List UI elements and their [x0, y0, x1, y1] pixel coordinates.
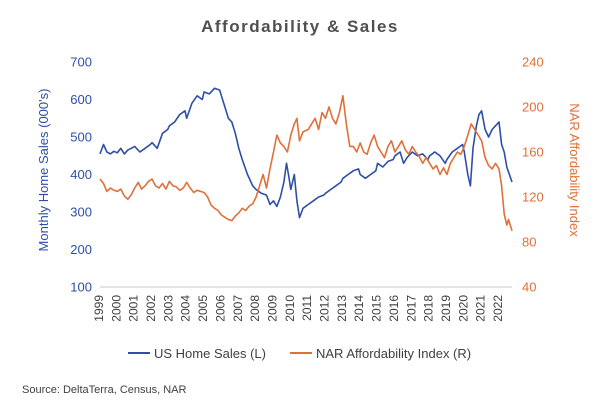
x-tick-label: 2010 [283, 295, 297, 322]
legend-label-nar-affordability: NAR Affordability Index (R) [316, 346, 471, 361]
right-axis-ticks: 40 80 120 160 200 240 [522, 55, 544, 295]
y-left-tick-label: 500 [70, 130, 92, 145]
y-left-tick-label: 400 [70, 167, 92, 182]
x-tick-label: 2014 [352, 295, 366, 322]
x-tick-label: 2004 [179, 295, 193, 322]
y-left-tick-label: 300 [70, 205, 92, 220]
x-tick-label: 2019 [439, 295, 453, 322]
x-tick-label: 2001 [127, 295, 141, 322]
chart-source: Source: DeltaTerra, Census, NAR [22, 384, 187, 396]
x-tick-label: 2009 [265, 295, 279, 322]
x-axis-ticks: 1999 2000 2001 2002 2003 2004 2005 2006 2007 2008… [92, 295, 505, 322]
x-tick-label: 2008 [248, 295, 262, 322]
chart-title: Affordability & Sales [201, 17, 399, 36]
x-tick-label: 2011 [300, 295, 314, 321]
series-line-nar-affordability [99, 95, 513, 232]
y-left-tick-label: 700 [70, 55, 92, 70]
x-tick-label: 2021 [474, 295, 488, 322]
y-right-tick-label: 200 [522, 100, 544, 115]
series-group [99, 87, 513, 232]
x-tick-label: 2013 [335, 295, 349, 322]
x-tick-label: 2012 [318, 295, 332, 322]
y-left-tick-label: 600 [70, 92, 92, 107]
y-right-tick-label: 120 [522, 190, 544, 205]
legend: US Home Sales (L) NAR Affordability Inde… [128, 346, 471, 361]
x-tick-label: 2016 [387, 295, 401, 322]
y-left-tick-label: 100 [70, 280, 92, 295]
y-axis-right-label: NAR Affordability Index [567, 103, 582, 237]
x-tick-label: 2003 [161, 295, 175, 322]
series-line-us-home-sales [99, 87, 513, 219]
x-tick-label: 2000 [109, 295, 123, 322]
y-right-tick-label: 240 [522, 55, 544, 70]
x-tick-label: 2002 [144, 295, 158, 322]
x-tick-label: 2022 [491, 295, 505, 322]
x-tick-label: 2006 [213, 295, 227, 322]
legend-label-us-home-sales: US Home Sales (L) [154, 346, 266, 361]
x-tick-label: 1999 [92, 295, 106, 322]
left-axis-ticks: 100 200 300 400 500 600 700 [70, 55, 92, 295]
y-right-tick-label: 80 [522, 235, 536, 250]
y-axis-left-label: Monthly Home Sales (000's) [36, 89, 51, 252]
y-right-tick-label: 160 [522, 145, 544, 160]
y-right-tick-label: 40 [522, 280, 536, 295]
x-tick-label: 2007 [231, 295, 245, 322]
x-tick-label: 2005 [196, 295, 210, 322]
y-left-tick-label: 200 [70, 242, 92, 257]
x-tick-label: 2017 [404, 295, 418, 322]
x-tick-label: 2018 [422, 295, 436, 322]
x-tick-label: 2015 [370, 295, 384, 322]
x-tick-label: 2020 [456, 295, 470, 322]
